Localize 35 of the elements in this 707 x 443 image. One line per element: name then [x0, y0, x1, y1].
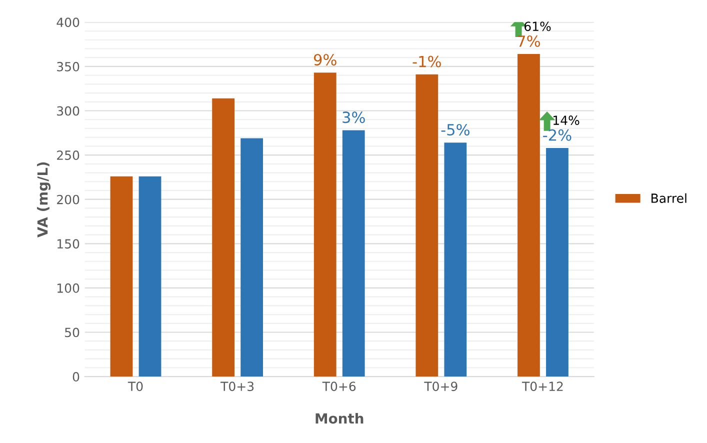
bar: [342, 130, 365, 377]
x-tick-label: T0+9: [424, 382, 458, 392]
y-axis-title: VA (mg/L): [37, 162, 51, 238]
bar: [240, 138, 264, 377]
bar: [518, 54, 540, 377]
x-tick-label: T0+6: [322, 382, 356, 392]
bar: [110, 176, 133, 377]
annotation: 61%: [524, 22, 551, 32]
annotation: -1%: [412, 56, 441, 68]
bar: [546, 148, 568, 377]
bar: [314, 72, 336, 377]
bar: [212, 98, 234, 377]
x-tick-label: T0+12: [522, 382, 563, 392]
annotation: 9%: [314, 54, 336, 66]
bar: [416, 74, 438, 377]
y-tick-label: 100: [57, 283, 80, 293]
x-axis-title: Month: [316, 412, 364, 424]
annotation: 3%: [342, 112, 365, 124]
y-tick-label: 250: [57, 150, 80, 160]
bar: [444, 142, 467, 377]
annotation: 14%: [554, 116, 580, 126]
y-tick-label: 350: [57, 62, 80, 72]
x-tick-label: T0+3: [220, 382, 254, 392]
x-tick-label: T0: [128, 382, 143, 392]
annotation: -5%: [441, 124, 470, 136]
bar: [138, 176, 162, 377]
y-tick-label: 50: [65, 328, 80, 338]
annotation: 7%: [518, 35, 540, 47]
annotation: -2%: [543, 129, 572, 141]
y-tick-label: 150: [57, 239, 80, 249]
y-tick-label: 300: [57, 106, 80, 116]
legend-label: Barrel: [652, 193, 686, 203]
y-tick-label: 200: [57, 194, 80, 204]
y-tick-label: 400: [56, 18, 80, 28]
y-tick-label: 0: [72, 372, 80, 382]
